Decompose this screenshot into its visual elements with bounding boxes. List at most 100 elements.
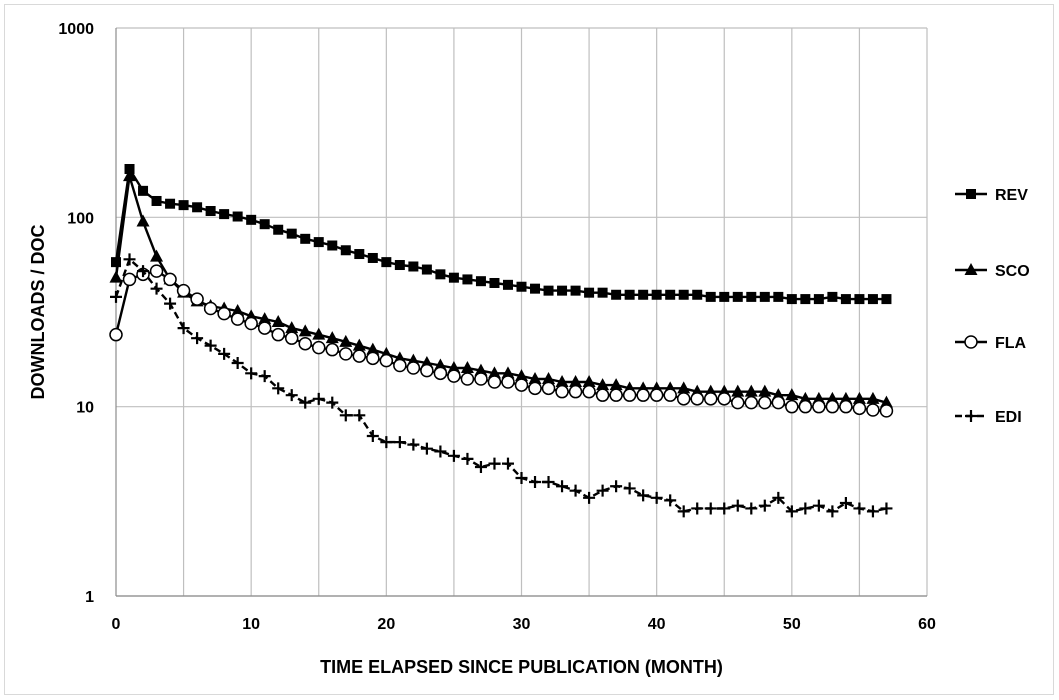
data-point-fla bbox=[149, 264, 164, 278]
data-point-edi bbox=[772, 491, 785, 504]
data-point-edi bbox=[812, 499, 825, 512]
data-point-sco bbox=[528, 371, 542, 384]
data-point-rev bbox=[597, 287, 608, 298]
data-point-sco bbox=[758, 384, 772, 397]
data-point-sco bbox=[515, 369, 528, 382]
series-edi bbox=[110, 253, 893, 518]
data-point-fla bbox=[514, 378, 529, 392]
x-tick-label: 0 bbox=[112, 616, 121, 633]
data-point-fla bbox=[555, 384, 569, 399]
data-point-fla bbox=[230, 312, 245, 326]
data-point-fla bbox=[528, 381, 542, 396]
x-tick-label: 30 bbox=[513, 616, 531, 633]
data-point-edi bbox=[258, 370, 271, 383]
x-tick-label: 10 bbox=[242, 616, 260, 633]
series-line-rev bbox=[114, 167, 887, 301]
data-point-fla bbox=[866, 403, 880, 417]
data-point-rev bbox=[867, 294, 878, 305]
data-point-fla bbox=[244, 316, 258, 331]
data-point-edi bbox=[866, 505, 879, 518]
data-point-sco bbox=[150, 249, 164, 262]
data-point-fla bbox=[366, 351, 380, 366]
data-point-fla bbox=[487, 375, 502, 389]
data-point-edi bbox=[529, 476, 542, 489]
data-point-edi bbox=[312, 392, 325, 405]
data-point-fla bbox=[352, 349, 367, 363]
data-point-edi bbox=[839, 496, 852, 509]
data-point-fla bbox=[312, 340, 326, 355]
data-point-rev bbox=[273, 224, 284, 235]
data-point-edi bbox=[745, 502, 758, 515]
data-point-fla bbox=[771, 395, 786, 410]
data-point-rev bbox=[530, 283, 541, 294]
data-point-rev bbox=[165, 198, 176, 209]
data-point-rev bbox=[381, 257, 392, 268]
data-point-rev bbox=[719, 291, 730, 302]
data-point-edi bbox=[596, 484, 609, 497]
data-point-rev bbox=[111, 257, 121, 268]
data-point-fla bbox=[609, 388, 623, 402]
data-point-edi bbox=[272, 382, 285, 395]
data-point-edi bbox=[191, 332, 204, 345]
data-point-edi bbox=[542, 476, 555, 489]
data-point-edi bbox=[731, 499, 744, 512]
data-point-fla bbox=[379, 353, 394, 368]
data-point-rev bbox=[678, 289, 689, 300]
data-point-rev bbox=[475, 276, 486, 287]
data-point-sco bbox=[231, 304, 245, 317]
data-point-rev bbox=[313, 237, 324, 248]
data-point-edi bbox=[177, 322, 190, 335]
data-point-fla bbox=[649, 388, 664, 402]
data-point-rev bbox=[557, 285, 568, 296]
data-point-rev bbox=[584, 287, 595, 298]
data-point-rev bbox=[813, 294, 824, 305]
data-point-fla bbox=[433, 366, 448, 381]
data-point-fla bbox=[298, 336, 312, 351]
data-point-rev bbox=[854, 294, 865, 305]
data-point-rev bbox=[773, 291, 784, 302]
data-point-edi bbox=[826, 505, 839, 518]
data-point-rev bbox=[408, 261, 419, 272]
data-point-fla bbox=[271, 327, 285, 342]
data-point-sco bbox=[123, 169, 137, 182]
data-point-edi bbox=[285, 389, 298, 402]
data-point-sco bbox=[487, 366, 501, 379]
data-point-sco bbox=[460, 361, 474, 374]
data-point-fla bbox=[217, 306, 231, 321]
data-point-rev bbox=[638, 289, 649, 300]
data-point-sco bbox=[271, 315, 285, 328]
y-tick-label: 1 bbox=[85, 589, 94, 606]
data-point-sco bbox=[258, 312, 272, 325]
data-point-rev bbox=[651, 289, 662, 300]
data-point-fla bbox=[406, 361, 421, 375]
data-point-edi bbox=[461, 452, 474, 465]
data-point-edi bbox=[366, 429, 379, 442]
data-point-rev bbox=[178, 200, 189, 211]
legend-label: SCO bbox=[995, 263, 1030, 280]
data-point-fla bbox=[663, 388, 677, 402]
legend-item-fla: FLA bbox=[955, 335, 1027, 352]
data-point-edi bbox=[691, 502, 704, 515]
axes bbox=[115, 28, 927, 597]
data-point-rev bbox=[259, 219, 270, 230]
data-point-rev bbox=[300, 233, 311, 244]
data-point-edi bbox=[677, 505, 690, 518]
data-point-fla bbox=[879, 404, 894, 418]
data-point-fla bbox=[257, 321, 272, 335]
data-point-edi bbox=[799, 502, 812, 515]
data-point-sco bbox=[785, 388, 799, 401]
data-point-edi bbox=[245, 367, 258, 380]
data-point-edi bbox=[650, 491, 663, 504]
data-point-rev bbox=[543, 285, 554, 296]
data-point-rev bbox=[840, 294, 851, 305]
data-point-sco bbox=[582, 374, 596, 387]
data-point-sco bbox=[866, 391, 880, 404]
data-point-sco bbox=[852, 391, 866, 404]
data-point-sco bbox=[555, 374, 569, 387]
legend-label: FLA bbox=[995, 335, 1027, 352]
data-point-edi bbox=[556, 480, 569, 493]
data-point-fla bbox=[109, 327, 123, 342]
data-point-rev bbox=[232, 211, 243, 222]
data-point-sco bbox=[474, 363, 488, 376]
data-point-rev bbox=[489, 277, 500, 288]
